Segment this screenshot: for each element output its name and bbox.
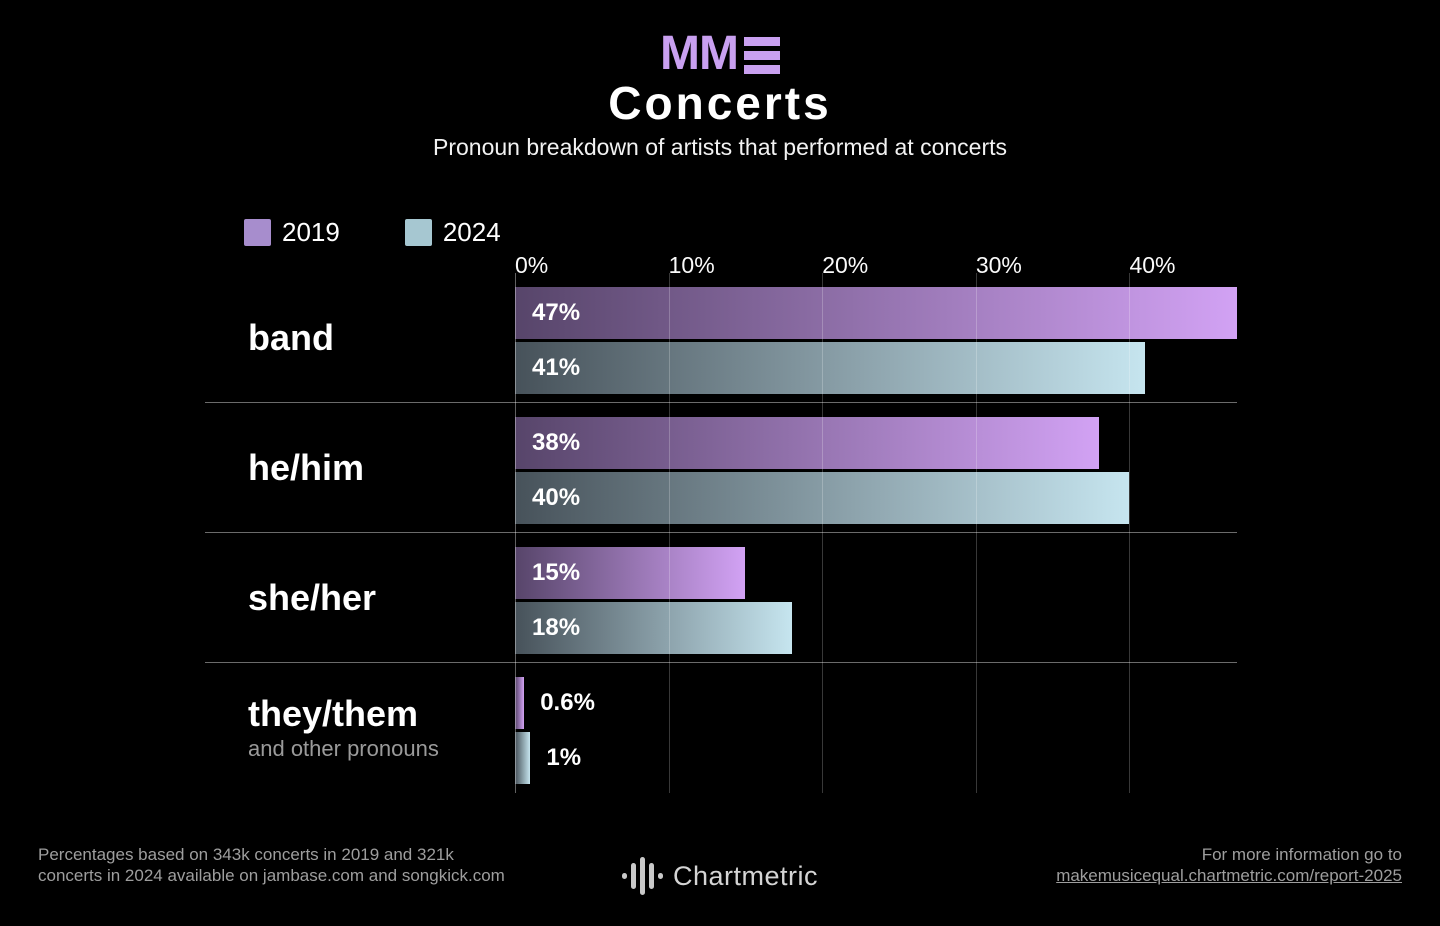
category-label: they/them <box>248 693 419 735</box>
bar-value-label: 40% <box>532 484 581 511</box>
category-label: band <box>248 316 334 358</box>
x-axis-tick-40%: 40% <box>1129 252 1176 278</box>
bar-value-label: 47% <box>532 299 581 326</box>
bar-value-label: 1% <box>546 744 582 771</box>
bar-value-label: 0.6% <box>540 689 595 716</box>
more-info-note: For more information go to makemusicequa… <box>1056 844 1402 886</box>
more-info-line1: For more information go to <box>1201 845 1402 864</box>
category-label-col: she/her <box>205 533 515 662</box>
category-label: she/her <box>248 576 377 618</box>
category-label-col: they/them and other pronouns <box>205 663 515 793</box>
category-bars: 38% 40% <box>515 403 1237 532</box>
chartmetric-brand-text: Chartmetric <box>672 860 819 891</box>
mme-logo-mm-text: MM <box>660 27 739 80</box>
page-title: Concerts <box>608 77 832 129</box>
source-note-line1: Percentages based on 343k concerts in 20… <box>38 845 454 864</box>
category-label-col: he/him <box>205 403 515 532</box>
bar-2024-they-them <box>515 732 531 784</box>
source-note-line2: concerts in 2024 available on jambase.co… <box>38 866 505 885</box>
category-sublabel: and other pronouns <box>248 735 439 761</box>
page-subtitle: Pronoun breakdown of artists that perfor… <box>432 134 1008 160</box>
bar-2019-he-him <box>515 417 1099 469</box>
chart-row-band: band 47% 41% <box>205 273 1237 403</box>
mme-logo-e-bars-icon <box>743 37 780 74</box>
bar-2019-she-her <box>515 547 746 599</box>
legend-swatch-2024 <box>404 219 432 246</box>
legend-swatch-2019 <box>244 219 271 246</box>
legend-item-2024: 2024 <box>404 217 501 248</box>
bar-value-label: 38% <box>532 429 581 456</box>
legend-item-2019: 2019 <box>244 217 340 248</box>
chartmetric-brand: Chartmetric <box>0 857 1440 895</box>
mme-logo: MM <box>0 30 1440 78</box>
chart-row-he-him: he/him 38% 40% <box>205 403 1237 533</box>
x-axis-tick-0%: 0% <box>515 252 549 278</box>
report-link[interactable]: makemusicequal.chartmetric.com/report-20… <box>1056 866 1402 885</box>
category-bars: 47% 41% <box>515 273 1237 402</box>
bar-2024-band <box>515 342 1145 394</box>
chart-row-they-them: they/them and other pronouns 0.6% 1% <box>205 663 1237 793</box>
legend-label-2019: 2019 <box>282 217 340 247</box>
bar-2024-she-her <box>515 602 792 654</box>
category-bars: 0.6% 1% <box>515 663 1237 793</box>
bar-2019-they-them <box>515 677 525 729</box>
category-label: he/him <box>248 446 365 488</box>
x-axis-tick-30%: 30% <box>975 252 1022 278</box>
chart-row-she-her: she/her 15% 18% <box>205 533 1237 663</box>
bar-value-label: 18% <box>532 614 581 641</box>
x-axis: 0% 10% 20% 30% 40% <box>515 252 1237 278</box>
chart-plot-area: band 47% 41% he/him 38% 40% she/her 15% 18% they/… <box>205 273 1237 793</box>
x-axis-tick-20%: 20% <box>822 252 869 278</box>
bar-2019-band <box>515 287 1237 339</box>
chart-legend: 2019 2024 <box>244 217 501 248</box>
bar-value-label: 15% <box>532 559 581 586</box>
source-note: Percentages based on 343k concerts in 20… <box>38 844 505 886</box>
legend-label-2024: 2024 <box>442 217 501 247</box>
category-bars: 15% 18% <box>515 533 1237 662</box>
bar-2024-he-him <box>515 472 1130 524</box>
x-axis-tick-10%: 10% <box>668 252 715 278</box>
category-label-col: band <box>205 273 515 402</box>
chartmetric-waveform-icon <box>621 857 663 895</box>
bar-value-label: 41% <box>532 354 581 381</box>
